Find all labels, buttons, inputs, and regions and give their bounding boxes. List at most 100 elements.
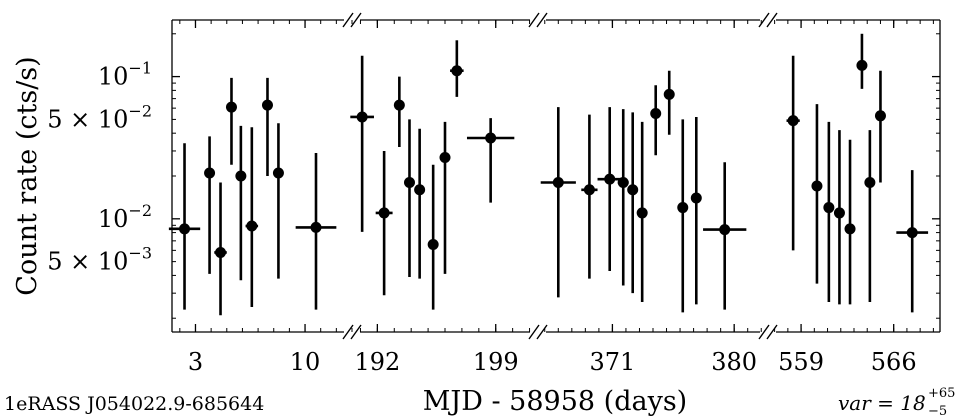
data-point xyxy=(439,121,451,274)
y-axis-label: Count rate (cts/s) xyxy=(12,56,43,295)
data-marker xyxy=(833,207,845,219)
data-marker xyxy=(356,111,368,123)
data-point xyxy=(427,164,439,310)
x-tick-label: 371 xyxy=(590,348,636,376)
plot-area: 10−1 5 × 10−2 10−2 5 × 10−3 3 10 192 199 371 380 5… xyxy=(47,12,941,376)
variability-label: var = 18 +65 −5 xyxy=(838,386,955,419)
axis-break-mark xyxy=(758,324,770,340)
data-marker xyxy=(485,132,497,144)
data-point xyxy=(627,112,639,294)
axis-break-mark xyxy=(342,12,354,28)
data-point xyxy=(450,40,464,97)
axis-break-mark xyxy=(766,324,778,340)
variability-label-lower: −5 xyxy=(928,404,947,419)
data-marker xyxy=(235,170,247,182)
data-point xyxy=(786,55,800,251)
x-tick-label: 199 xyxy=(473,348,519,376)
data-point xyxy=(403,119,415,277)
data-point xyxy=(261,77,273,176)
axis-break-mark xyxy=(350,12,362,28)
data-point xyxy=(650,85,662,156)
variability-label-main: var = 18 xyxy=(838,391,926,415)
data-point xyxy=(597,107,622,271)
data-marker xyxy=(636,207,648,219)
data-point xyxy=(896,170,929,313)
data-marker xyxy=(552,177,564,189)
data-point xyxy=(690,116,702,305)
data-marker xyxy=(246,220,258,232)
data-marker xyxy=(663,88,675,100)
data-marker xyxy=(204,167,216,179)
y-tick-label: 5 × 10−3 xyxy=(47,244,152,276)
x-tick-label: 559 xyxy=(778,348,824,376)
axes-frame xyxy=(171,12,941,340)
svg-text:var = 18: var = 18 xyxy=(838,391,926,415)
data-marker xyxy=(378,207,390,219)
y-ticks: 10−1 5 × 10−2 10−2 5 × 10−3 xyxy=(47,33,940,319)
data-point xyxy=(677,119,689,313)
data-point xyxy=(663,70,675,135)
y-tick-label: 5 × 10−2 xyxy=(47,101,152,133)
data-marker xyxy=(272,167,284,179)
axis-break-mark xyxy=(536,12,548,28)
data-marker xyxy=(719,224,731,236)
data-marker xyxy=(874,110,886,122)
data-marker xyxy=(225,101,237,113)
data-point xyxy=(295,153,337,310)
data-point xyxy=(844,139,856,305)
data-marker xyxy=(864,177,876,189)
x-tick-label: 3 xyxy=(188,348,203,376)
data-point xyxy=(466,118,515,203)
data-marker xyxy=(403,177,415,189)
data-marker xyxy=(414,184,426,196)
data-marker xyxy=(617,177,629,189)
x-tick-label: 380 xyxy=(711,348,757,376)
data-point xyxy=(823,121,835,303)
data-marker xyxy=(451,65,463,77)
data-point xyxy=(617,109,629,286)
data-marker xyxy=(310,221,322,233)
y-tick-label: 10−1 xyxy=(98,59,152,91)
data-point xyxy=(811,104,823,284)
data-point xyxy=(703,162,747,310)
data-point xyxy=(168,143,201,310)
x-tick-label: 192 xyxy=(354,348,400,376)
axis-break-mark xyxy=(342,324,354,340)
data-marker xyxy=(439,151,451,163)
data-marker xyxy=(179,223,191,235)
data-marker xyxy=(787,115,799,127)
axis-break-mark xyxy=(528,324,540,340)
axis-break-mark xyxy=(766,12,778,28)
panel-1: 3 10 xyxy=(168,20,353,376)
data-marker xyxy=(823,202,835,214)
source-name-label: 1eRASS J054022.9-685644 xyxy=(4,393,264,415)
data-marker xyxy=(427,238,439,250)
data-point xyxy=(833,130,845,305)
data-marker xyxy=(856,59,868,71)
data-marker xyxy=(650,108,662,120)
x-tick-label: 10 xyxy=(290,348,321,376)
variability-label-upper: +65 xyxy=(928,386,955,401)
data-point xyxy=(581,114,598,279)
data-marker xyxy=(261,99,273,111)
data-marker xyxy=(677,202,689,214)
axis-break-mark xyxy=(758,12,770,28)
y-tick-label: 10−2 xyxy=(98,201,152,233)
data-point xyxy=(874,70,886,183)
panel-2: 192 199 xyxy=(350,20,531,376)
data-point xyxy=(214,182,227,316)
data-point xyxy=(350,55,374,232)
data-marker xyxy=(604,173,616,185)
data-marker xyxy=(215,246,227,258)
data-point xyxy=(864,130,876,303)
data-point xyxy=(235,125,247,281)
data-marker xyxy=(811,180,823,192)
panel-4: 559 566 xyxy=(774,20,934,376)
data-point xyxy=(375,150,393,296)
data-point xyxy=(636,121,648,303)
data-point xyxy=(225,77,237,165)
x-tick-label: 566 xyxy=(871,348,917,376)
data-marker xyxy=(627,184,639,196)
data-marker xyxy=(690,192,702,204)
axis-break-mark xyxy=(350,324,362,340)
